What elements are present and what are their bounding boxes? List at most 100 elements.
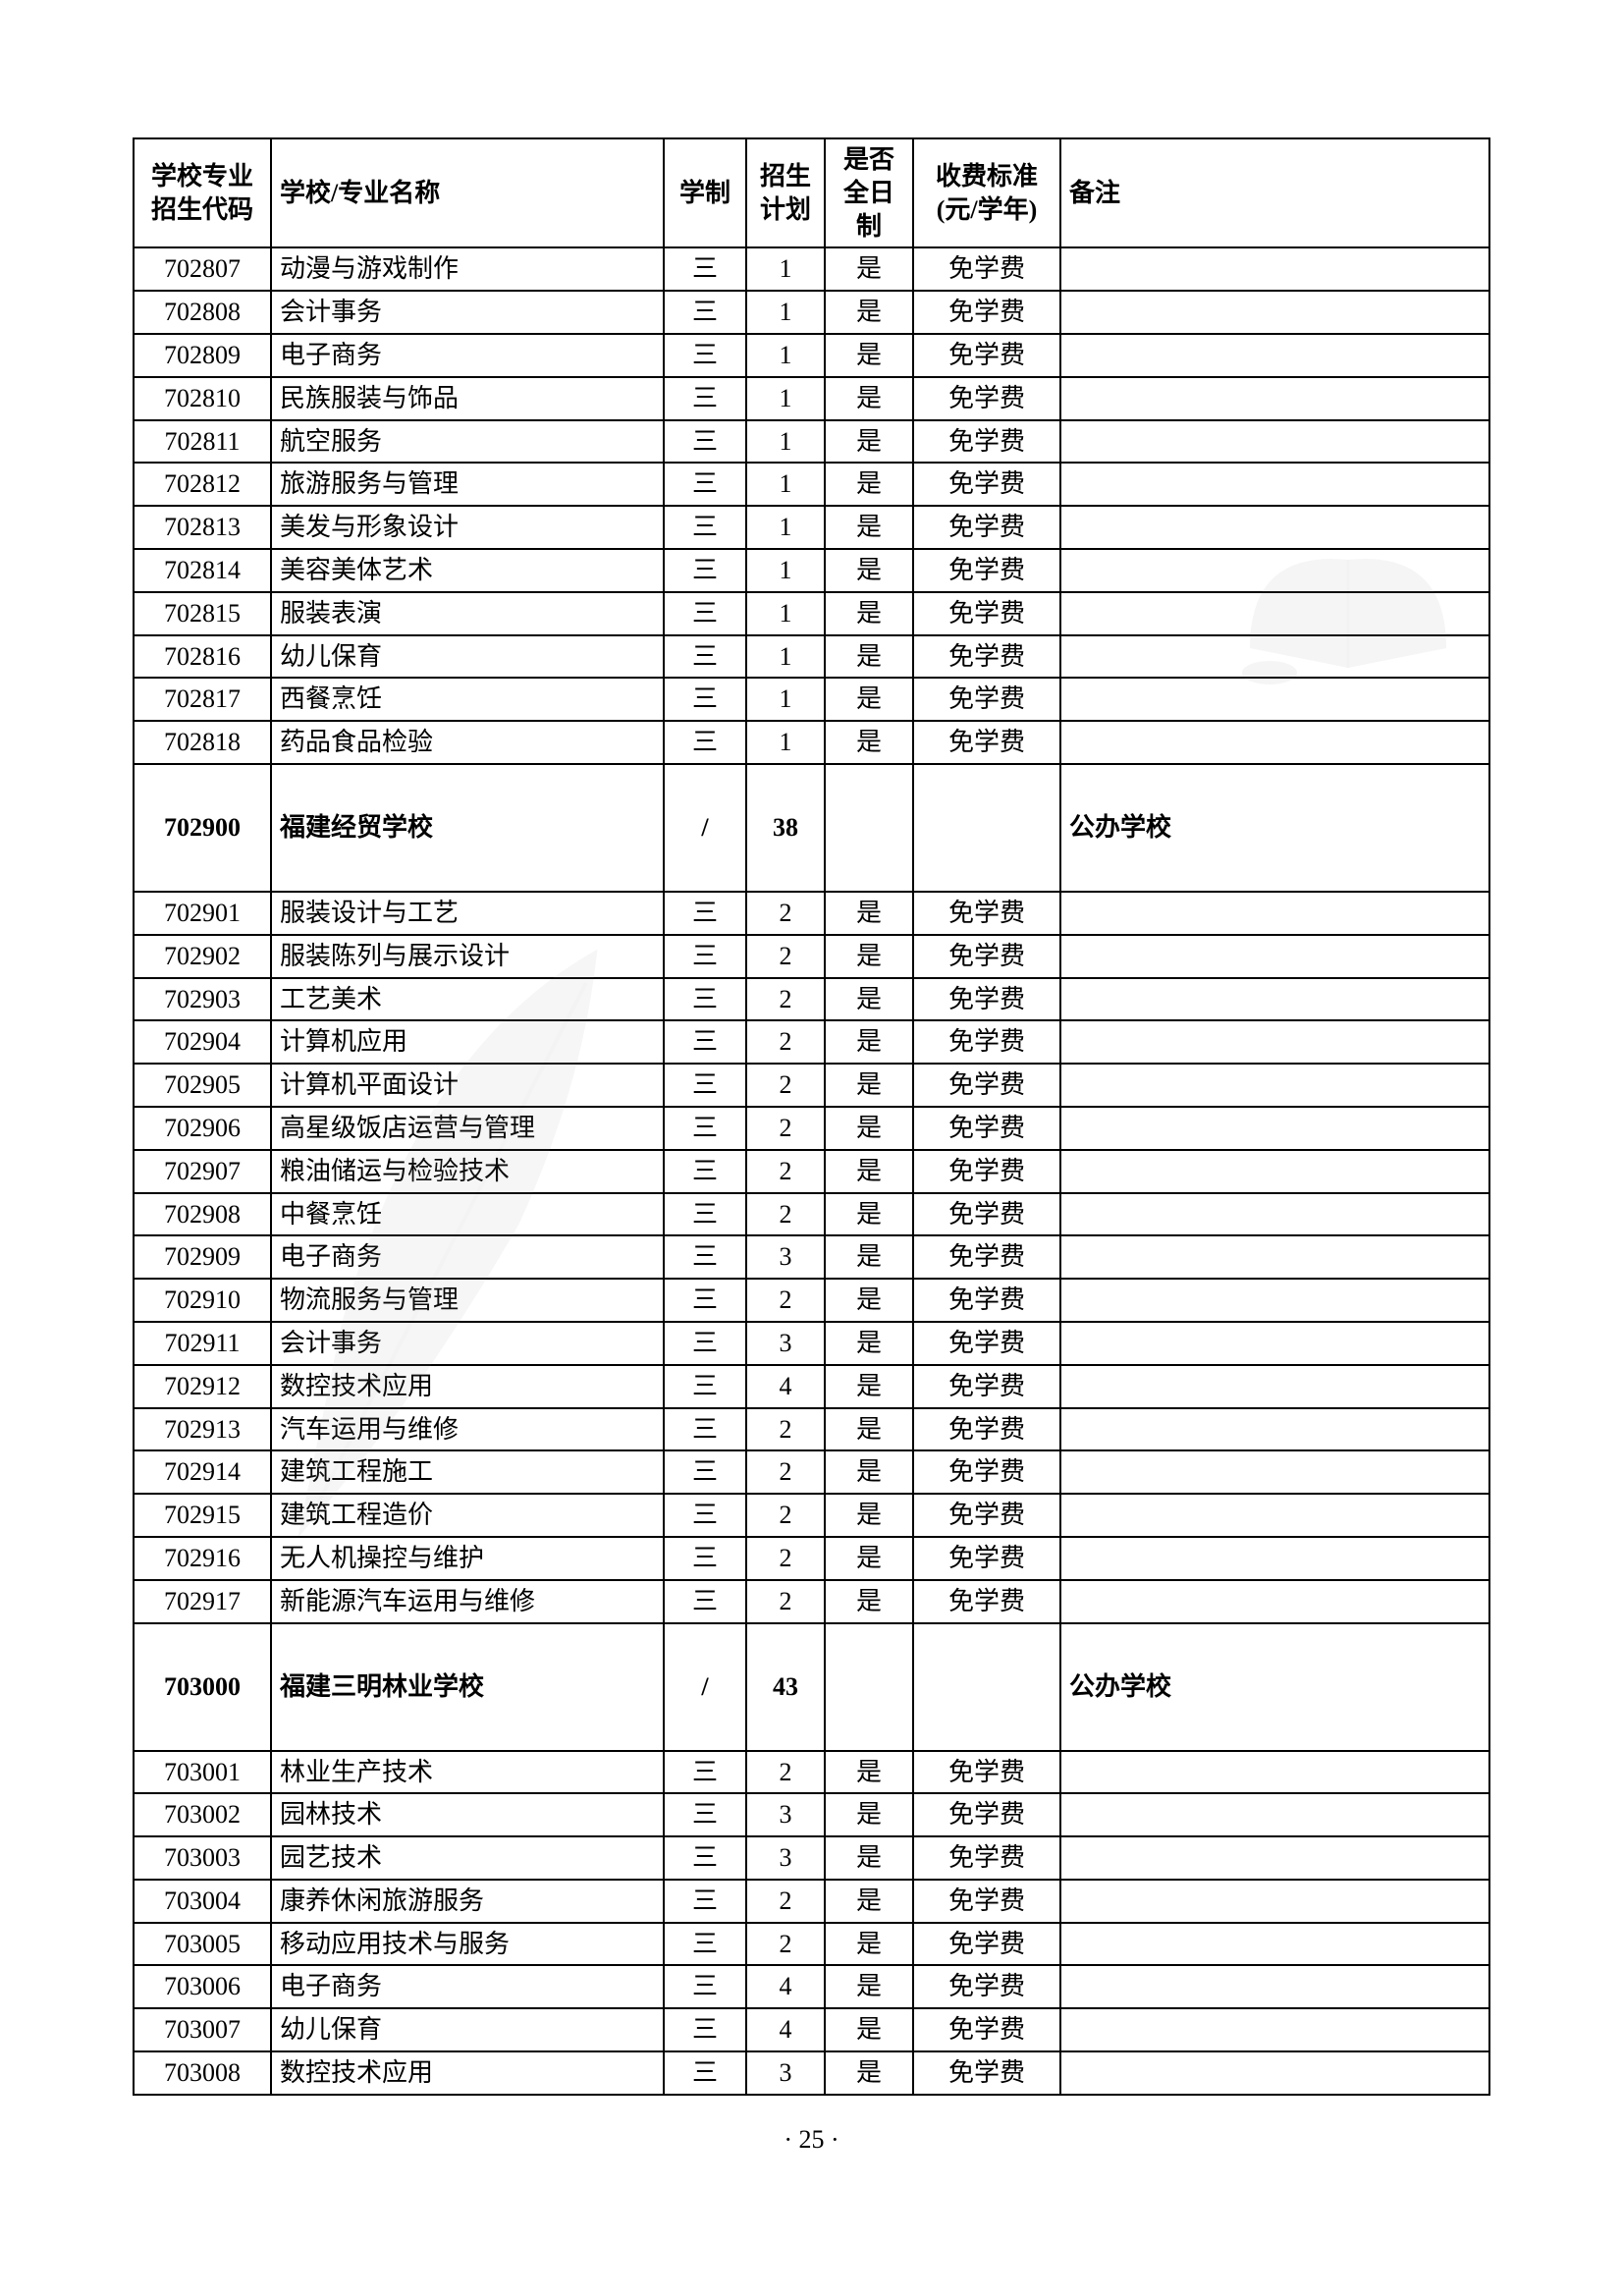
cell-name: 服装表演 (271, 592, 664, 635)
table-row: 703002园林技术三3是免学费 (134, 1793, 1489, 1836)
cell-remark (1060, 1751, 1489, 1794)
cell-fulltime: 是 (825, 892, 913, 935)
cell-plan: 38 (746, 764, 825, 892)
cell-code: 702909 (134, 1235, 271, 1279)
cell-name: 旅游服务与管理 (271, 463, 664, 506)
cell-plan: 1 (746, 334, 825, 377)
cell-duration: 三 (664, 635, 746, 679)
cell-fee: 免学费 (913, 1020, 1060, 1064)
cell-name: 美容美体艺术 (271, 549, 664, 592)
cell-code: 703001 (134, 1751, 271, 1794)
cell-remark (1060, 1193, 1489, 1236)
cell-name: 服装陈列与展示设计 (271, 935, 664, 978)
table-row: 702807动漫与游戏制作三1是免学费 (134, 247, 1489, 291)
cell-fee: 免学费 (913, 463, 1060, 506)
table-row: 702813美发与形象设计三1是免学费 (134, 506, 1489, 549)
cell-fulltime: 是 (825, 1580, 913, 1623)
header-name: 学校/专业名称 (271, 138, 664, 247)
cell-name: 航空服务 (271, 420, 664, 464)
cell-remark (1060, 2051, 1489, 2095)
cell-name: 数控技术应用 (271, 2051, 664, 2095)
cell-fulltime: 是 (825, 420, 913, 464)
cell-remark (1060, 1408, 1489, 1451)
cell-duration: 三 (664, 1279, 746, 1322)
cell-code: 702807 (134, 247, 271, 291)
cell-plan: 1 (746, 678, 825, 721)
cell-code: 702810 (134, 377, 271, 420)
cell-plan: 2 (746, 1193, 825, 1236)
table-row: 703003园艺技术三3是免学费 (134, 1836, 1489, 1880)
cell-fee: 免学费 (913, 247, 1060, 291)
cell-remark (1060, 1537, 1489, 1580)
cell-plan: 4 (746, 1365, 825, 1408)
cell-fee: 免学费 (913, 420, 1060, 464)
cell-fee: 免学费 (913, 291, 1060, 334)
cell-fee: 免学费 (913, 892, 1060, 935)
cell-fulltime: 是 (825, 978, 913, 1021)
cell-duration: 三 (664, 2051, 746, 2095)
cell-remark: 公办学校 (1060, 1623, 1489, 1751)
cell-code: 702813 (134, 506, 271, 549)
cell-code: 703000 (134, 1623, 271, 1751)
cell-fulltime: 是 (825, 1064, 913, 1107)
cell-fee: 免学费 (913, 1408, 1060, 1451)
cell-plan: 2 (746, 1020, 825, 1064)
cell-plan: 3 (746, 1836, 825, 1880)
cell-name: 粮油储运与检验技术 (271, 1150, 664, 1193)
cell-remark (1060, 2008, 1489, 2051)
cell-name: 幼儿保育 (271, 2008, 664, 2051)
cell-name: 数控技术应用 (271, 1365, 664, 1408)
table-row: 702811航空服务三1是免学费 (134, 420, 1489, 464)
cell-plan: 1 (746, 721, 825, 764)
table-row: 702916无人机操控与维护三2是免学费 (134, 1537, 1489, 1580)
cell-plan: 2 (746, 1537, 825, 1580)
cell-name: 计算机平面设计 (271, 1064, 664, 1107)
cell-remark (1060, 635, 1489, 679)
cell-fulltime: 是 (825, 635, 913, 679)
cell-plan: 3 (746, 2051, 825, 2095)
cell-plan: 4 (746, 1965, 825, 2008)
cell-fulltime: 是 (825, 1836, 913, 1880)
table-row: 702907粮油储运与检验技术三2是免学费 (134, 1150, 1489, 1193)
table-header-row: 学校专业招生代码 学校/专业名称 学制 招生计划 是否全日制 收费标准(元/学年… (134, 138, 1489, 247)
cell-plan: 1 (746, 247, 825, 291)
cell-remark (1060, 247, 1489, 291)
cell-plan: 1 (746, 420, 825, 464)
header-fee: 收费标准(元/学年) (913, 138, 1060, 247)
cell-name: 物流服务与管理 (271, 1279, 664, 1322)
cell-name: 西餐烹饪 (271, 678, 664, 721)
table-row: 703004康养休闲旅游服务三2是免学费 (134, 1880, 1489, 1923)
cell-code: 702905 (134, 1064, 271, 1107)
cell-plan: 4 (746, 2008, 825, 2051)
cell-remark (1060, 1580, 1489, 1623)
cell-code: 702815 (134, 592, 271, 635)
table-body: 702807动漫与游戏制作三1是免学费702808会计事务三1是免学费70280… (134, 247, 1489, 2094)
cell-fee: 免学费 (913, 334, 1060, 377)
cell-duration: 三 (664, 892, 746, 935)
cell-fee (913, 1623, 1060, 1751)
cell-code: 702908 (134, 1193, 271, 1236)
cell-plan: 1 (746, 549, 825, 592)
cell-code: 702916 (134, 1537, 271, 1580)
cell-fee: 免学费 (913, 978, 1060, 1021)
table-row: 702905计算机平面设计三2是免学费 (134, 1064, 1489, 1107)
cell-fee: 免学费 (913, 1580, 1060, 1623)
cell-fee: 免学费 (913, 1107, 1060, 1150)
cell-remark (1060, 1923, 1489, 1966)
header-plan: 招生计划 (746, 138, 825, 247)
cell-remark (1060, 334, 1489, 377)
cell-duration: 三 (664, 291, 746, 334)
cell-plan: 1 (746, 291, 825, 334)
cell-fee: 免学费 (913, 549, 1060, 592)
cell-fee: 免学费 (913, 1322, 1060, 1365)
cell-plan: 2 (746, 1450, 825, 1494)
cell-fee: 免学费 (913, 1751, 1060, 1794)
cell-fee: 免学费 (913, 1880, 1060, 1923)
table-row: 702915建筑工程造价三2是免学费 (134, 1494, 1489, 1537)
cell-plan: 2 (746, 1150, 825, 1193)
cell-remark (1060, 978, 1489, 1021)
cell-plan: 3 (746, 1322, 825, 1365)
cell-code: 703006 (134, 1965, 271, 2008)
cell-remark (1060, 1836, 1489, 1880)
cell-fulltime: 是 (825, 721, 913, 764)
